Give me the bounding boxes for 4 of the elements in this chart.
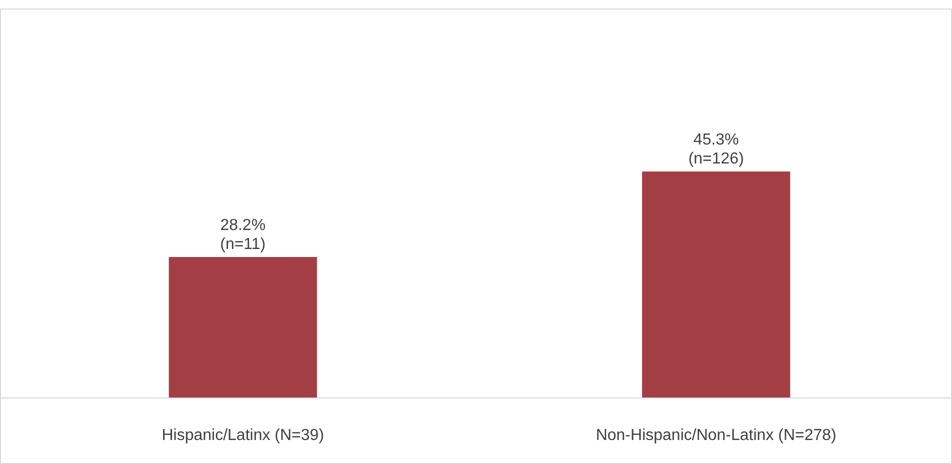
data-label: 28.2% (n=11): [220, 217, 266, 253]
x-tick-label: Non-Hispanic/Non-Latinx (N=278): [596, 427, 836, 444]
data-label: 45.3% (n=126): [688, 132, 744, 168]
x-tick-label: Hispanic/Latinx (N=39): [162, 427, 324, 444]
